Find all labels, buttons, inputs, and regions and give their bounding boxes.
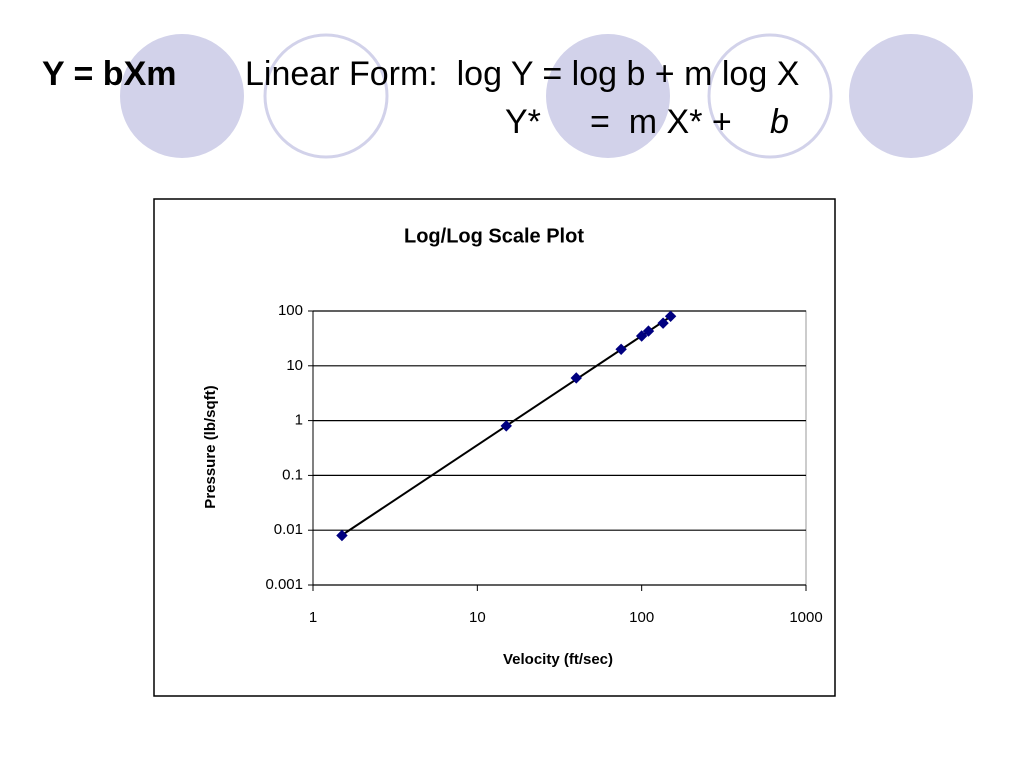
data-point [664,310,677,323]
x-tick-label: 10 [469,609,486,626]
y-tick-label: 0.01 [274,521,303,538]
equation: Y = bXm [42,55,177,93]
chart-frame [153,198,836,697]
y-axis-label: Pressure (lb/sqft) [202,385,219,508]
x-tick-label: 100 [629,609,654,626]
data-point [336,529,348,542]
chart-title: Log/Log Scale Plot [404,225,584,247]
y-tick-label: 0.1 [282,466,303,483]
x-tick-label: 1000 [789,609,822,626]
y-tick-label: 0.001 [265,576,303,593]
data-point [615,343,627,356]
x-tick-label: 1 [309,609,317,626]
data-point [635,330,648,342]
linear-form: Linear Form: log Y = log b + m log X [245,55,799,93]
x-axis-label: Velocity (ft/sec) [503,651,613,668]
transformed-b: b [770,103,789,141]
circle [546,34,670,158]
circle [263,33,389,159]
y-tick-label: 1 [295,412,303,429]
data-point [570,372,582,384]
data-point [642,325,655,337]
y-tick-label: 100 [278,302,303,319]
data-point [657,317,669,329]
circle [849,34,973,158]
decoration [120,33,973,159]
transformed-lhs: Y* [505,103,541,141]
data-point [500,420,512,432]
transformed-rhs: = m X* + [590,103,732,141]
circle [120,34,244,158]
circle [707,33,833,159]
y-tick-label: 10 [286,357,303,374]
